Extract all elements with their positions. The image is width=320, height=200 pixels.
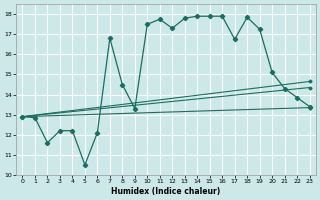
X-axis label: Humidex (Indice chaleur): Humidex (Indice chaleur) xyxy=(111,187,221,196)
